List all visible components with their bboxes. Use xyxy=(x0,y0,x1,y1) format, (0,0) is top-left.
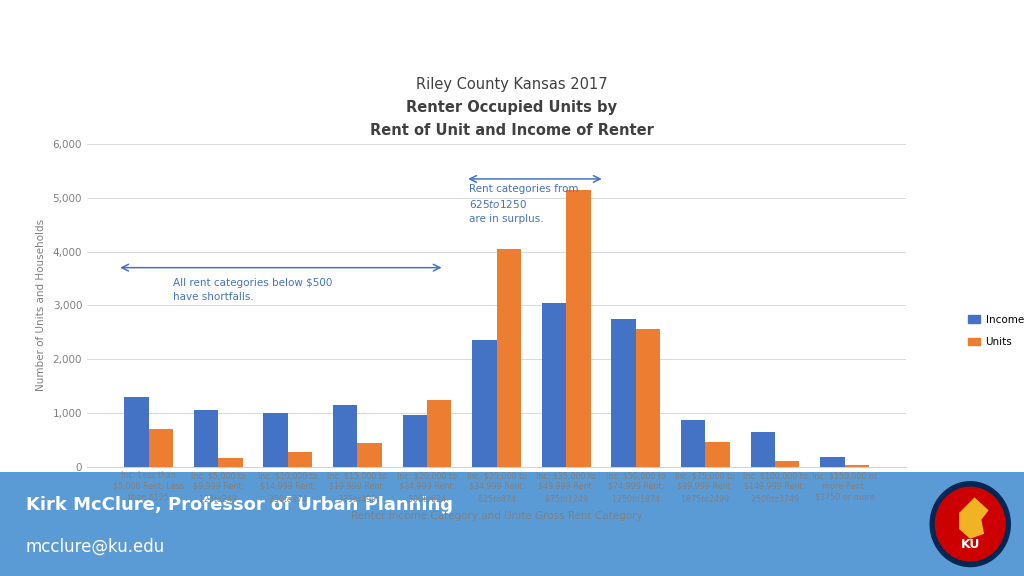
Bar xyxy=(706,442,730,467)
Bar xyxy=(845,465,869,467)
Polygon shape xyxy=(959,498,987,538)
Text: Renter Occupied Units by: Renter Occupied Units by xyxy=(407,100,617,115)
Bar xyxy=(263,413,288,467)
Y-axis label: Number of Units and Households: Number of Units and Households xyxy=(36,219,46,391)
Bar xyxy=(611,319,636,467)
Text: KU: KU xyxy=(961,538,980,551)
X-axis label: Renter Income Category and Unite Gross Rent Category: Renter Income Category and Unite Gross R… xyxy=(351,510,642,521)
Text: Kirk McClure, Professor of Urban Planning: Kirk McClure, Professor of Urban Plannin… xyxy=(26,497,453,514)
Bar xyxy=(288,452,312,467)
Text: Riley County Kansas 2017: Riley County Kansas 2017 xyxy=(416,77,608,92)
Bar xyxy=(333,405,357,467)
Text: All rent categories below $500
have shortfalls.: All rent categories below $500 have shor… xyxy=(173,278,333,302)
Bar xyxy=(681,420,706,467)
Bar xyxy=(775,461,800,467)
Circle shape xyxy=(930,482,1011,567)
Bar xyxy=(751,432,775,467)
Bar xyxy=(218,458,243,467)
Bar xyxy=(402,415,427,467)
Legend: Income, Units: Income, Units xyxy=(964,310,1024,351)
Bar xyxy=(497,249,521,467)
Bar xyxy=(542,302,566,467)
Bar xyxy=(427,400,452,467)
Bar xyxy=(148,429,173,467)
Circle shape xyxy=(936,487,1006,561)
Bar xyxy=(194,410,218,467)
Text: mcclure@ku.edu: mcclure@ku.edu xyxy=(26,538,165,556)
Bar xyxy=(636,329,660,467)
Text: Rent categories from
$625 to $1250
are in surplus.: Rent categories from $625 to $1250 are i… xyxy=(469,184,579,223)
Text: Rent of Unit and Income of Renter: Rent of Unit and Income of Renter xyxy=(370,123,654,138)
Bar xyxy=(566,190,591,467)
Bar xyxy=(357,444,382,467)
Bar xyxy=(124,397,148,467)
Bar xyxy=(820,457,845,467)
Bar xyxy=(472,340,497,467)
